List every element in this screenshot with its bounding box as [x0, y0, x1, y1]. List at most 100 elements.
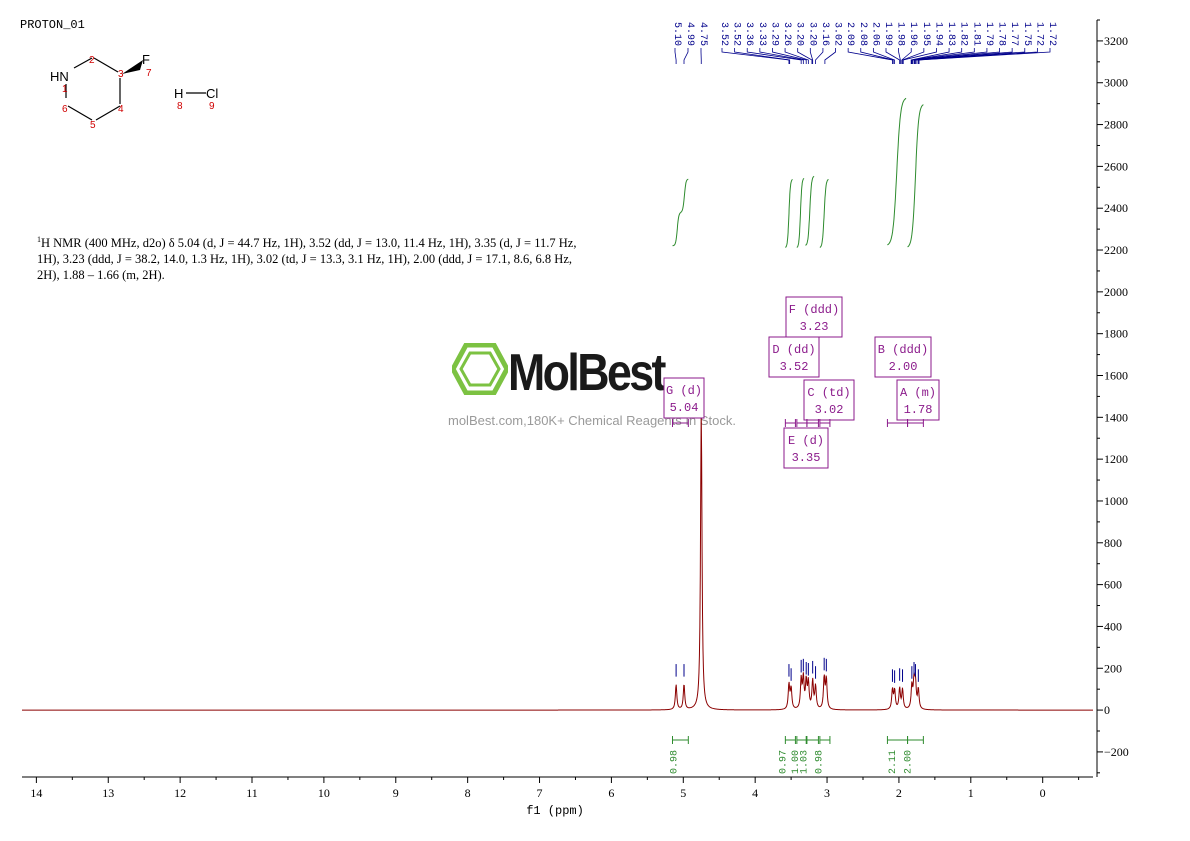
- multiplet-shift: 3.35: [792, 451, 821, 465]
- y-tick-label: 3000: [1104, 76, 1128, 90]
- peak-label: 3.29: [768, 22, 779, 46]
- atom-number-5: 5: [90, 120, 96, 131]
- nmr-description-body: H NMR (400 MHz, d2o) δ 5.04 (d, J = 44.7…: [37, 236, 577, 283]
- peak-label: 1.75: [1021, 22, 1032, 46]
- nmr-description: 1H NMR (400 MHz, d2o) δ 5.04 (d, J = 44.…: [37, 232, 597, 283]
- peak-label: 3.02: [832, 22, 843, 46]
- multiplet-shift: 1.78: [904, 403, 933, 417]
- peak-label-leader: [898, 48, 901, 64]
- y-tick-label: 400: [1104, 619, 1122, 633]
- multiplet-shift: 2.00: [889, 360, 918, 374]
- y-tick-label: 800: [1104, 536, 1122, 550]
- peak-label: 3.16: [819, 22, 830, 46]
- multiplet-shift: 3.02: [815, 403, 844, 417]
- x-tick-label: 9: [393, 786, 399, 800]
- nmr-superscript: 1: [37, 235, 41, 244]
- multiplet-box: [663, 377, 705, 419]
- peak-label-leader: [721, 48, 790, 64]
- peak-label: 3.36: [743, 22, 754, 46]
- peak-label-leader: [911, 48, 963, 64]
- integral-curve: [796, 178, 805, 248]
- x-tick-label: 8: [465, 786, 471, 800]
- integral-curve: [907, 104, 924, 248]
- peak-label-leader: [847, 48, 893, 64]
- multiplet-label: G (d): [666, 384, 702, 398]
- y-tick-label: 1600: [1104, 368, 1128, 382]
- integral-value: 2.00: [904, 750, 915, 774]
- atom-h: H: [174, 86, 183, 101]
- integral-value: 1.03: [800, 750, 811, 774]
- peak-label: 1.77: [1008, 22, 1019, 46]
- peak-label: 1.79: [983, 22, 994, 46]
- peak-label-leader: [917, 48, 1038, 64]
- y-tick-label: 2000: [1104, 285, 1128, 299]
- peak-label-leader: [809, 48, 814, 64]
- multiplet-box: [768, 336, 820, 378]
- multiplet-label: F (ddd): [789, 303, 839, 317]
- peak-label-leader: [824, 48, 836, 64]
- peak-label-leader: [683, 48, 689, 64]
- peak-label-leader: [885, 48, 901, 64]
- peak-label: 1.83: [945, 22, 956, 46]
- peak-label: 1.72: [1033, 22, 1044, 46]
- multiplet-box: [896, 379, 940, 421]
- peak-label-leader: [872, 48, 896, 64]
- peak-label-leader: [916, 48, 1026, 64]
- peak-label-leader: [918, 48, 1051, 64]
- peak-label: 5.10: [671, 22, 682, 46]
- y-tick-label: −200: [1104, 745, 1129, 759]
- peak-label: 1.98: [895, 22, 906, 46]
- peak-label-leader: [910, 48, 950, 64]
- peak-label-leader: [674, 48, 677, 64]
- spectrum-trace: [22, 408, 1093, 711]
- multiplet-shift: 5.04: [670, 401, 699, 415]
- peak-label: 1.96: [907, 22, 918, 46]
- peak-label: 2.09: [844, 22, 855, 46]
- x-tick-label: 5: [680, 786, 686, 800]
- integral-curve: [819, 178, 829, 248]
- atom-number-9: 9: [209, 101, 215, 112]
- x-tick-label: 4: [752, 786, 758, 800]
- atom-number-4: 4: [118, 104, 124, 115]
- integral-value: 1.00: [791, 750, 802, 774]
- x-tick-label: 7: [537, 786, 543, 800]
- peak-label-leader: [734, 48, 791, 64]
- atom-number-1: 1: [62, 84, 68, 95]
- peak-label-leader: [772, 48, 807, 64]
- x-tick-label: 0: [1040, 786, 1046, 800]
- x-tick-label: 2: [896, 786, 902, 800]
- multiplet-box: [783, 427, 829, 469]
- peak-label: 3.20: [794, 22, 805, 46]
- multiplet-label: B (ddd): [878, 343, 928, 357]
- multiplet-box: [803, 379, 855, 421]
- y-tick-label: 0: [1104, 703, 1110, 717]
- atom-f: F: [142, 52, 150, 67]
- peak-label-leader: [915, 48, 1013, 64]
- multiplet-label: C (td): [807, 386, 850, 400]
- peak-label: 3.20: [806, 22, 817, 46]
- peak-label-leader: [902, 48, 937, 64]
- multiplet-shift: 3.52: [780, 360, 809, 374]
- peak-label-leader: [902, 48, 925, 64]
- peak-label: 3.26: [781, 22, 792, 46]
- peak-label-leader: [914, 48, 1000, 64]
- atom-nh: HN: [50, 69, 69, 84]
- peak-label-leader: [913, 48, 988, 64]
- integral-curve: [672, 178, 689, 247]
- atom-number-7: 7: [146, 68, 152, 79]
- y-tick-label: 600: [1104, 578, 1122, 592]
- y-tick-label: 3200: [1104, 34, 1128, 48]
- peak-label: 1.99: [882, 22, 893, 46]
- peak-label: 4.99: [684, 22, 695, 46]
- spectrum-title: PROTON_01: [20, 18, 85, 32]
- x-tick-label: 3: [824, 786, 830, 800]
- peak-label: 1.81: [970, 22, 981, 46]
- multiplet-shift: 3.23: [800, 320, 829, 334]
- peak-label: 2.08: [857, 22, 868, 46]
- multiplet-label: D (dd): [772, 343, 815, 357]
- peak-label-leader: [912, 48, 975, 64]
- peak-label-leader: [784, 48, 809, 64]
- x-tick-label: 11: [246, 786, 258, 800]
- y-tick-label: 1000: [1104, 494, 1128, 508]
- peak-label-leader: [815, 48, 824, 64]
